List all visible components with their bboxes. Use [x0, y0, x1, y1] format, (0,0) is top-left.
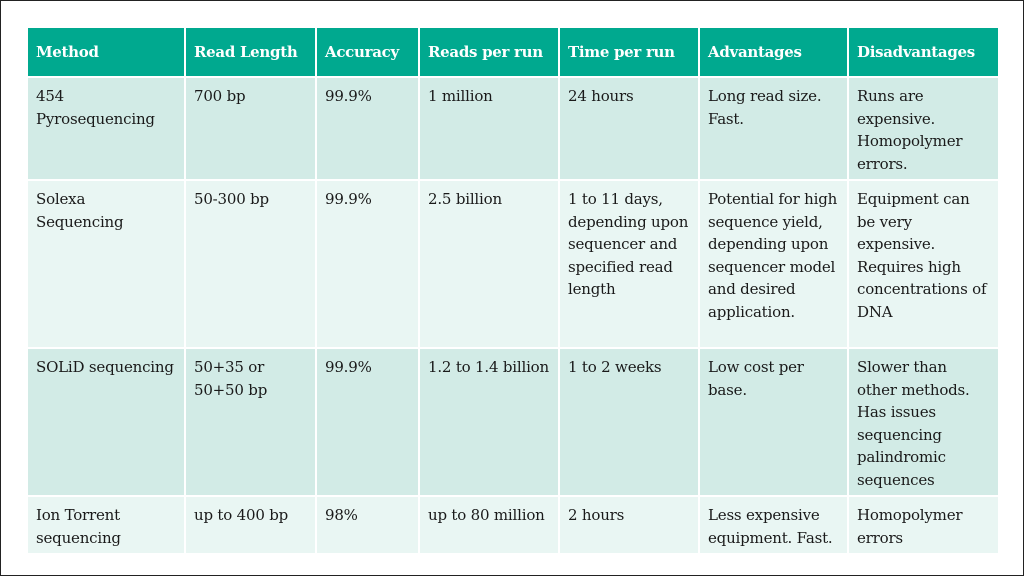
header-row: Method Read Length Accuracy Reads per ru… — [28, 28, 998, 77]
cell-read-length: 50-300 bp — [185, 179, 317, 348]
header-advantages: Advantages — [699, 28, 849, 77]
cell-method: 454 Pyrosequencing — [28, 76, 186, 180]
header-reads-per-run: Reads per run — [419, 28, 560, 77]
cell-reads-per-run: 1 million — [419, 76, 560, 180]
cell-time-per-run: 2 hours — [559, 495, 700, 553]
header-time-per-run: Time per run — [559, 28, 700, 77]
cell-disadvantages: Homopolymer errors — [848, 495, 998, 553]
cell-accuracy: 99.9% — [316, 347, 420, 496]
cell-time-per-run: 24 hours — [559, 76, 700, 180]
cell-reads-per-run: 2.5 billion — [419, 179, 560, 348]
cell-accuracy: 99.9% — [316, 76, 420, 180]
cell-time-per-run: 1 to 11 days, depending upon sequencer a… — [559, 179, 700, 348]
cell-read-length: up to 400 bp — [185, 495, 317, 553]
cell-reads-per-run: up to 80 million — [419, 495, 560, 553]
header-disadvantages: Disadvantages — [848, 28, 998, 77]
cell-disadvantages: Equipment can be very expensive. Require… — [848, 179, 998, 348]
table-row: Solexa Sequencing 50-300 bp 99.9% 2.5 bi… — [28, 179, 998, 348]
cell-advantages: Less expensive equipment. Fast. — [699, 495, 849, 553]
cell-time-per-run: 1 to 2 weeks — [559, 347, 700, 496]
header-read-length: Read Length — [185, 28, 317, 77]
cell-read-length: 50+35 or 50+50 bp — [185, 347, 317, 496]
cell-disadvantages: Slower than other methods. Has issues se… — [848, 347, 998, 496]
cell-disadvantages: Runs are expensive. Homopolymer errors. — [848, 76, 998, 180]
table-row: 454 Pyrosequencing 700 bp 99.9% 1 millio… — [28, 76, 998, 180]
header-accuracy: Accuracy — [316, 28, 420, 77]
cell-accuracy: 98% — [316, 495, 420, 553]
cell-read-length: 700 bp — [185, 76, 317, 180]
cell-method: SOLiD sequencing — [28, 347, 186, 496]
cell-method: Ion Torrent sequencing — [28, 495, 186, 553]
cell-method: Solexa Sequencing — [28, 179, 186, 348]
header-method: Method — [28, 28, 186, 77]
sequencing-methods-table: Method Read Length Accuracy Reads per ru… — [28, 28, 998, 553]
cell-accuracy: 99.9% — [316, 179, 420, 348]
table-row: Ion Torrent sequencing up to 400 bp 98% … — [28, 495, 998, 553]
cell-advantages: Low cost per base. — [699, 347, 849, 496]
cell-reads-per-run: 1.2 to 1.4 billion — [419, 347, 560, 496]
table-row: SOLiD sequencing 50+35 or 50+50 bp 99.9%… — [28, 347, 998, 496]
cell-advantages: Long read size. Fast. — [699, 76, 849, 180]
cell-advantages: Potential for high sequence yield, depen… — [699, 179, 849, 348]
